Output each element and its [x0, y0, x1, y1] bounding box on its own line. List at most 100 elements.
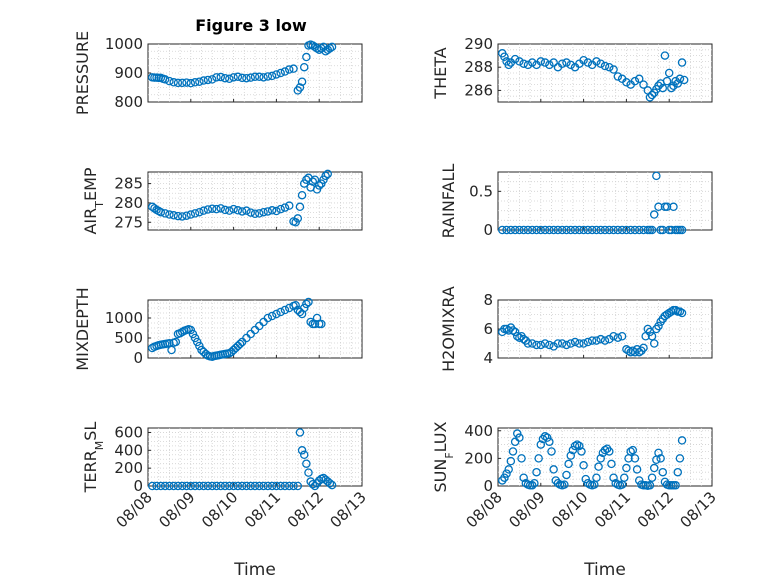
y-tick-label: 285	[114, 175, 143, 193]
grid	[148, 172, 362, 230]
figure-title: Figure 3 low	[195, 16, 307, 35]
data-point	[504, 60, 513, 70]
data-point	[259, 207, 268, 217]
data-point	[540, 339, 550, 348]
data-point	[173, 211, 183, 221]
data-point	[502, 225, 511, 235]
data-point	[321, 171, 330, 181]
data-point	[536, 440, 546, 449]
data-point	[664, 68, 674, 78]
y-tick-label: 275	[114, 213, 143, 231]
grid	[498, 44, 712, 102]
data-point	[600, 61, 610, 71]
data-point	[160, 481, 170, 491]
data-point	[233, 481, 243, 491]
data-point	[645, 93, 655, 102]
scatter-series	[148, 297, 326, 362]
data-point	[677, 225, 687, 235]
data-point	[677, 308, 687, 318]
data-point	[523, 60, 533, 70]
data-point	[675, 454, 685, 463]
data-point	[540, 432, 550, 441]
data-point	[617, 331, 627, 341]
data-point	[587, 336, 597, 345]
data-point	[246, 208, 255, 217]
data-point	[634, 347, 644, 357]
data-point	[280, 67, 290, 76]
data-point	[295, 202, 305, 212]
data-point	[594, 462, 603, 471]
data-point	[190, 333, 200, 343]
data-point	[284, 481, 294, 491]
data-point	[596, 59, 605, 68]
data-point	[575, 441, 584, 451]
data-point	[186, 325, 196, 335]
data-point	[667, 225, 676, 235]
data-point	[572, 440, 582, 449]
scatter-series	[498, 429, 687, 490]
data-point	[293, 481, 303, 491]
data-point	[195, 207, 204, 217]
data-point	[171, 337, 181, 347]
data-point	[519, 334, 528, 344]
data-point	[272, 309, 281, 319]
data-point	[263, 481, 273, 491]
data-point	[527, 58, 537, 67]
data-point	[527, 225, 537, 235]
data-point	[325, 479, 335, 488]
y-tick-label: 800	[114, 93, 143, 111]
scatter-series	[498, 305, 687, 357]
subplot-h2omixra: 4 6 8 H2OMIXRA	[439, 286, 713, 372]
data-point	[677, 436, 687, 445]
data-point	[173, 78, 183, 88]
data-point	[677, 58, 687, 67]
data-point	[188, 329, 198, 339]
data-point	[255, 209, 264, 218]
data-point	[673, 467, 683, 477]
data-point	[564, 459, 573, 469]
data-point	[547, 447, 556, 456]
data-point	[553, 225, 563, 235]
data-point	[519, 225, 528, 235]
data-point	[327, 42, 337, 52]
data-point	[639, 343, 648, 353]
data-point	[605, 62, 614, 72]
y-tick-label: 6	[483, 320, 493, 338]
data-point	[630, 225, 640, 235]
axes-frame	[497, 43, 713, 103]
data-point	[549, 342, 558, 351]
data-point	[669, 81, 678, 91]
data-point	[592, 336, 601, 345]
data-point	[259, 481, 268, 491]
data-point	[605, 225, 614, 235]
data-point	[617, 225, 627, 235]
data-point	[207, 75, 217, 84]
data-point	[557, 225, 567, 235]
scatter-series	[148, 169, 333, 227]
x-axis-label: Time	[583, 560, 626, 580]
data-point	[259, 73, 268, 82]
data-point	[216, 481, 226, 491]
data-point	[302, 459, 311, 468]
data-point	[654, 321, 663, 331]
data-point	[658, 83, 668, 93]
data-point	[250, 481, 260, 491]
data-point	[634, 74, 644, 84]
data-point	[289, 481, 298, 491]
data-point	[246, 73, 255, 82]
data-point	[272, 70, 281, 79]
data-point	[510, 327, 520, 337]
data-point	[276, 481, 285, 491]
data-point	[207, 204, 217, 213]
data-point	[267, 206, 277, 215]
y-tick-label: 400	[464, 422, 493, 440]
y-axis-label: PRESSURE	[73, 31, 92, 115]
data-point	[600, 336, 610, 345]
data-point	[568, 445, 578, 455]
data-point	[508, 326, 518, 335]
data-point	[212, 481, 221, 491]
data-point	[562, 225, 571, 235]
data-point	[613, 333, 623, 342]
data-point	[622, 78, 631, 87]
